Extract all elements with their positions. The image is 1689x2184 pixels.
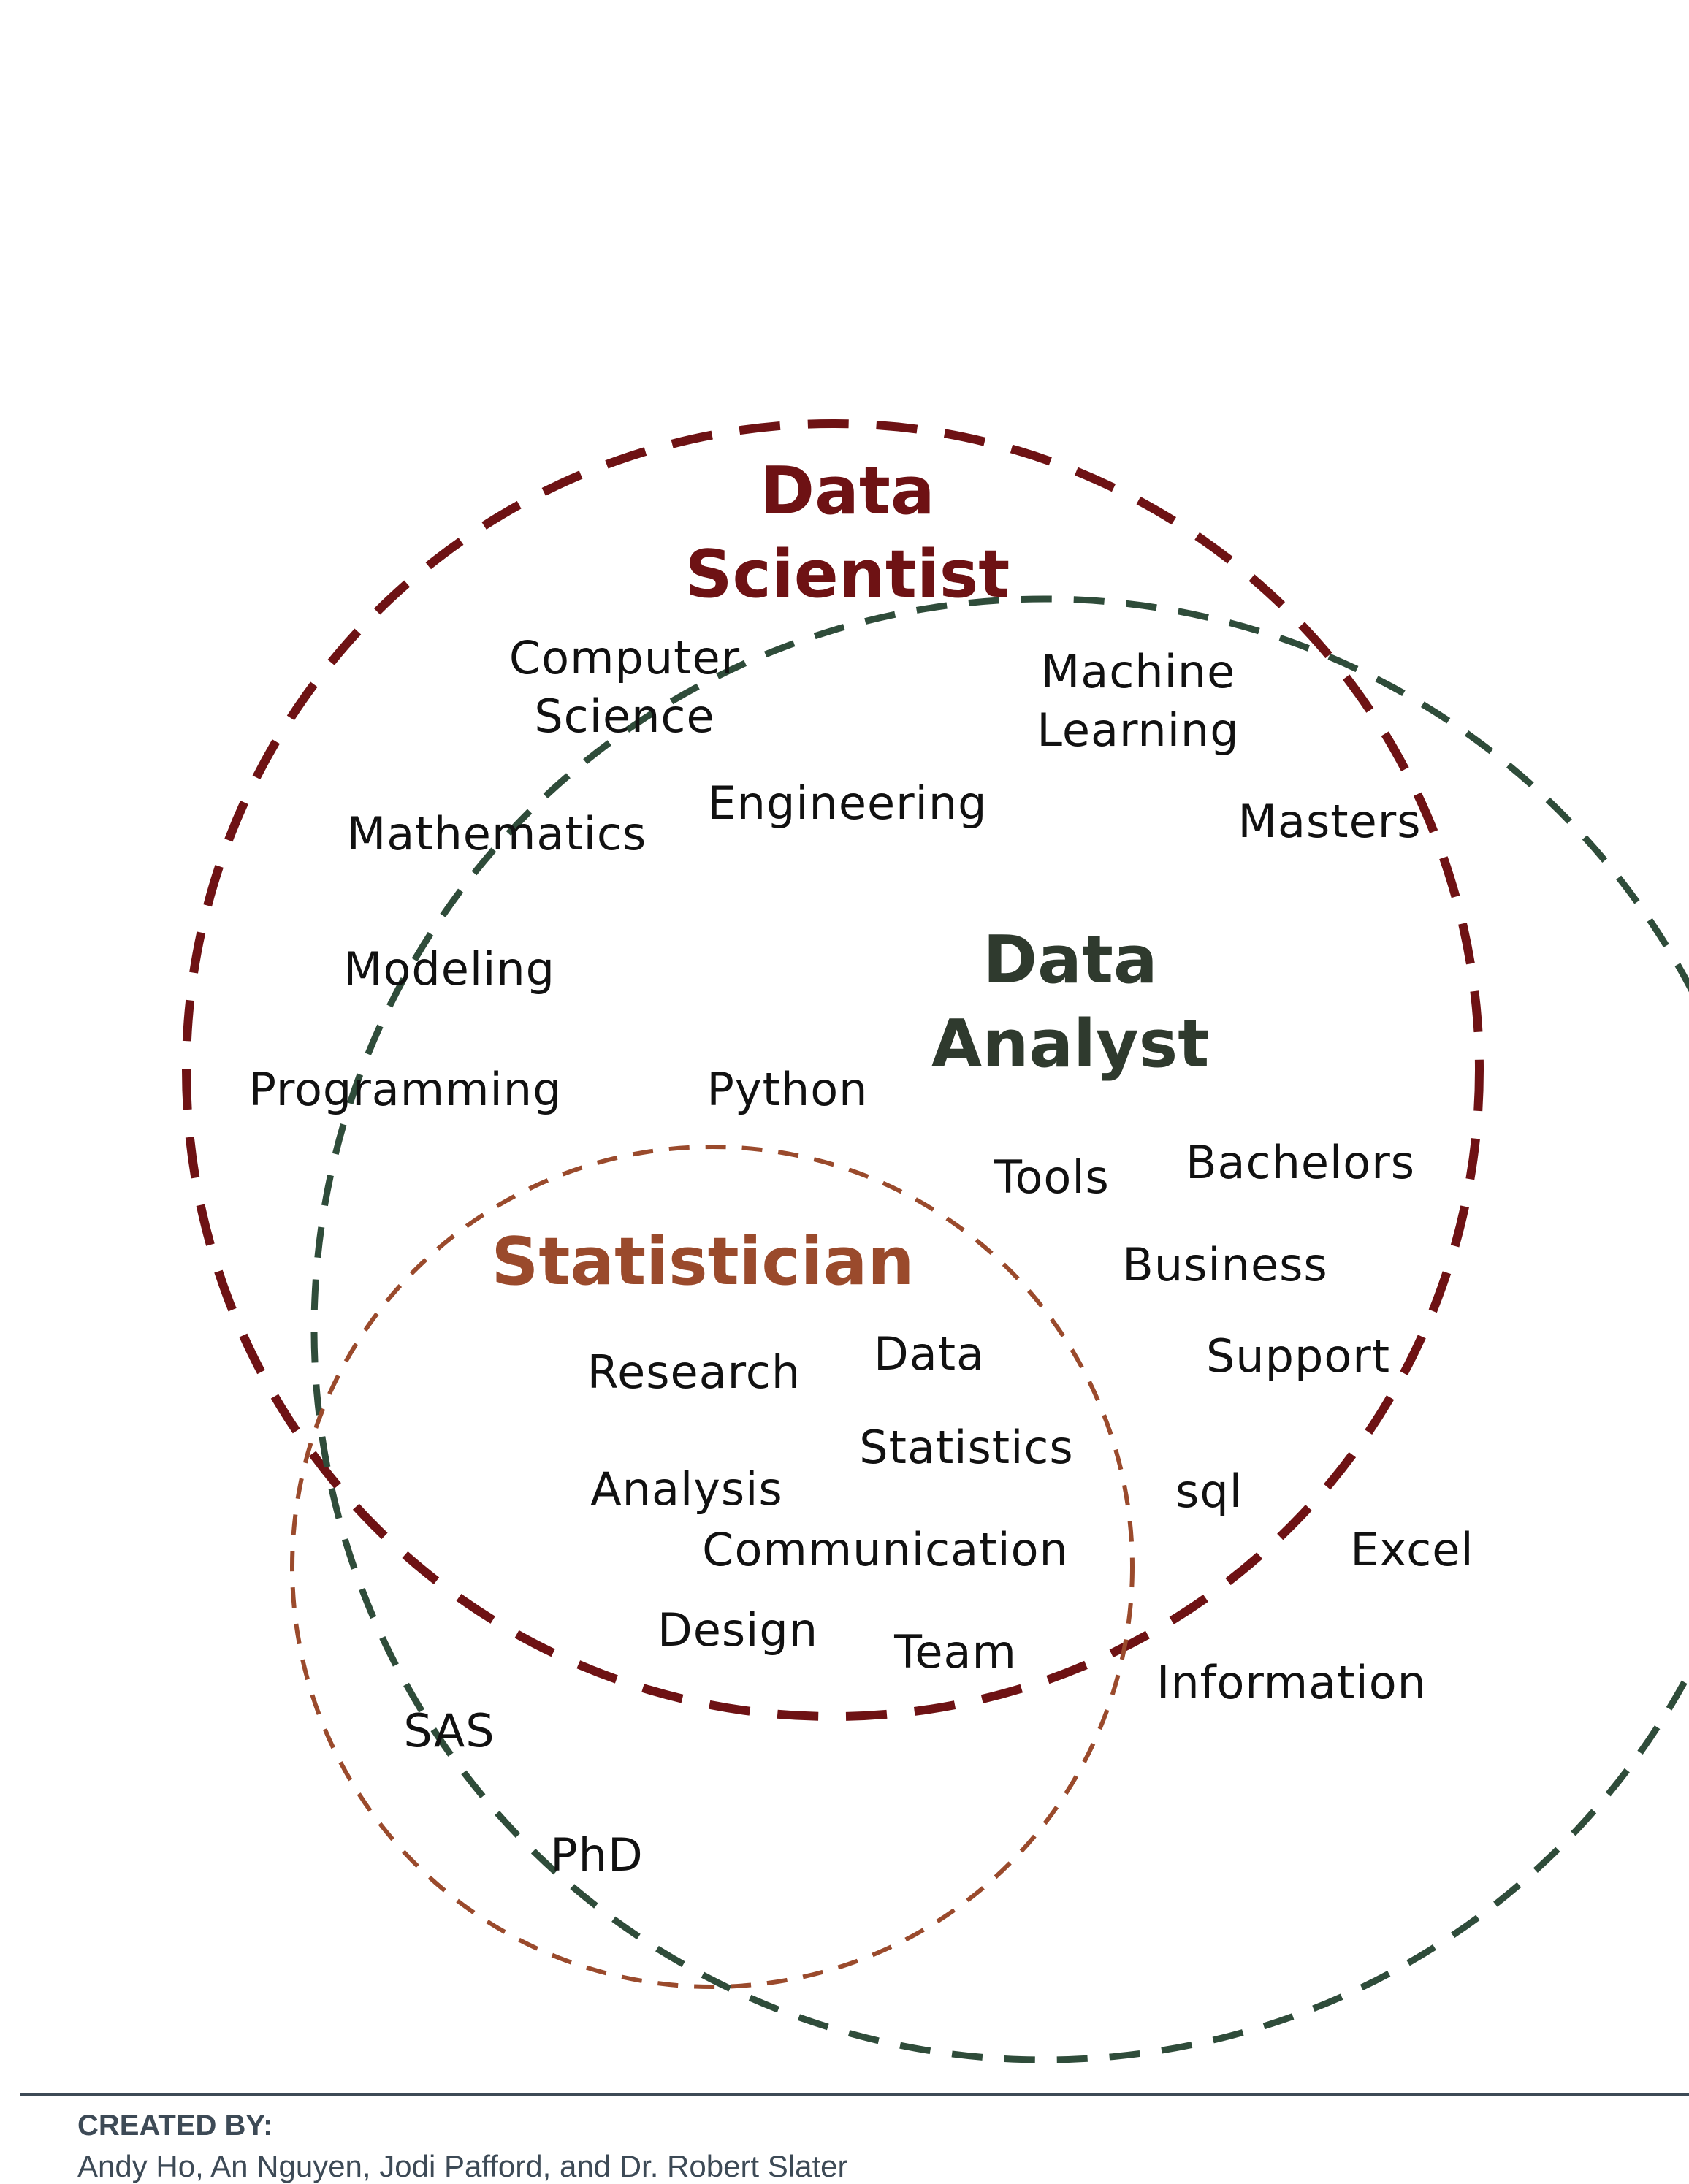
credits-heading: CREATED BY: [77, 2109, 273, 2142]
term-phd: PhD [550, 1828, 643, 1882]
data-analyst-circle [310, 595, 1689, 2063]
term-modeling: Modeling [343, 942, 555, 996]
term-data: Data [874, 1327, 985, 1381]
data-scientist-circle [182, 419, 1484, 1721]
term-machine: Machine [1041, 645, 1236, 698]
term-programming: Programming [249, 1063, 563, 1116]
term-excel: Excel [1350, 1523, 1473, 1576]
term-analysis: Analysis [590, 1462, 782, 1516]
term-science: Science [534, 690, 714, 743]
term-sas: SAS [403, 1704, 495, 1757]
data-analyst-title-line2: Analyst [931, 1006, 1210, 1083]
term-support: Support [1206, 1329, 1390, 1383]
term-mathematics: Mathematics [347, 807, 647, 860]
term-engineering: Engineering [708, 776, 988, 830]
term-communication: Communication [702, 1523, 1069, 1576]
data-analyst-title-line1: Data [983, 922, 1157, 999]
footer-divider [20, 2093, 1689, 2096]
term-research: Research [587, 1345, 801, 1399]
term-tools: Tools [994, 1150, 1110, 1204]
term-design: Design [657, 1603, 818, 1657]
term-business: Business [1122, 1238, 1327, 1291]
term-team: Team [893, 1625, 1017, 1679]
term-learning: Learning [1037, 703, 1239, 757]
term-masters: Masters [1238, 795, 1421, 848]
statistician-title: Statistician [492, 1223, 915, 1300]
data-scientist-title-line2: Scientist [685, 536, 1010, 613]
term-computer: Computer [509, 631, 740, 684]
term-bachelors: Bachelors [1186, 1136, 1415, 1189]
term-statistics: Statistics [859, 1421, 1073, 1474]
statistician-circle [290, 1145, 1135, 1989]
data-scientist-title-line1: Data [760, 453, 934, 530]
term-sql: sql [1175, 1465, 1243, 1518]
term-python: Python [707, 1063, 869, 1116]
credits-names: Andy Ho, An Nguyen, Jodi Pafford, and Dr… [77, 2149, 848, 2183]
term-information: Information [1156, 1656, 1427, 1709]
